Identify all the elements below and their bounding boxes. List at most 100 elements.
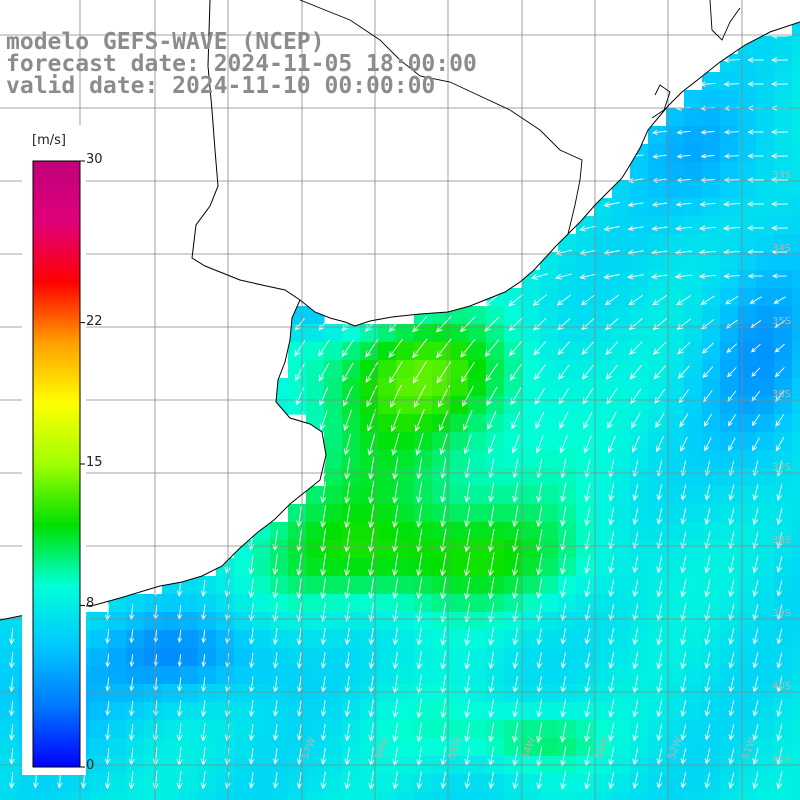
wind-speed-cell	[504, 792, 523, 800]
wind-arrow	[632, 555, 639, 574]
wind-arrow	[725, 295, 739, 305]
wind-speed-cell	[612, 522, 631, 541]
wind-speed-cell	[396, 666, 415, 685]
wind-speed-cell	[684, 630, 703, 649]
wind-speed-cell	[180, 738, 199, 757]
wind-speed-cell	[756, 378, 775, 397]
wind-speed-cell	[720, 234, 739, 253]
wind-arrow	[632, 531, 639, 550]
wind-arrow	[677, 341, 691, 355]
wind-arrow	[560, 554, 567, 575]
wind-arrow	[752, 652, 759, 669]
wind-speed-cell	[468, 432, 487, 451]
wind-arrow	[344, 504, 351, 529]
wind-speed-cell	[234, 612, 253, 631]
wind-speed-cell	[558, 306, 577, 325]
wind-speed-cell	[450, 450, 469, 469]
wind-speed-cell	[414, 396, 433, 415]
wind-arrow	[176, 723, 183, 742]
wind-arrow	[676, 318, 691, 330]
wind-speed-cell	[666, 522, 685, 541]
wind-speed-cell	[342, 378, 361, 397]
wind-speed-cell	[432, 558, 451, 577]
wind-arrow	[440, 602, 447, 623]
wind-speed-cell	[702, 342, 721, 361]
wind-arrow	[656, 555, 663, 574]
wind-arrow	[440, 698, 447, 719]
wind-speed-cell	[738, 666, 757, 685]
wind-arrow	[488, 577, 495, 600]
wind-speed-cell	[468, 612, 487, 631]
wind-arrow	[530, 273, 549, 280]
wind-speed-cell	[486, 360, 505, 379]
wind-speed-cell	[162, 684, 181, 703]
wind-speed-cell	[324, 504, 343, 523]
wind-arrow	[104, 748, 111, 765]
wind-arrow	[776, 604, 783, 621]
wind-speed-cell	[792, 720, 800, 739]
wind-speed-cell	[666, 144, 685, 163]
wind-speed-cell	[468, 684, 487, 703]
wind-speed-cell	[288, 576, 307, 595]
wind-arrow	[416, 528, 423, 553]
wind-speed-cell	[414, 612, 433, 631]
wind-speed-cell	[684, 324, 703, 343]
wind-speed-cell	[486, 396, 505, 415]
wind-speed-cell	[738, 486, 757, 505]
wind-speed-cell	[108, 684, 127, 703]
wind-arrow	[8, 748, 15, 765]
wind-arrow	[368, 651, 375, 670]
wind-speed-cell	[702, 468, 721, 487]
wind-speed-cell	[738, 558, 757, 577]
wind-speed-cell	[306, 666, 325, 685]
wind-speed-cell	[486, 504, 505, 523]
wind-speed-cell	[756, 306, 775, 325]
wind-speed-cell	[576, 594, 595, 613]
wind-speed-cell	[774, 504, 793, 523]
wind-speed-cell	[432, 396, 451, 415]
wind-arrow	[770, 81, 789, 87]
wind-arrow	[775, 437, 785, 452]
wind-speed-cell	[270, 792, 289, 800]
wind-arrow	[608, 771, 615, 790]
wind-arrow	[488, 651, 495, 670]
wind-speed-cell	[468, 648, 487, 667]
wind-speed-cell	[252, 612, 271, 631]
wind-speed-cell	[396, 396, 415, 415]
wind-speed-cell	[558, 414, 577, 433]
wind-arrow	[584, 579, 591, 598]
wind-speed-cell	[612, 504, 631, 523]
colorbar	[22, 125, 86, 775]
wind-speed-cell	[558, 450, 577, 469]
wind-arrow	[488, 627, 495, 646]
wind-speed-cell	[738, 504, 757, 523]
wind-speed-cell	[450, 684, 469, 703]
wind-speed-cell	[324, 396, 343, 415]
wind-speed-cell	[774, 288, 793, 307]
wind-speed-cell	[684, 270, 703, 289]
wind-speed-cell	[504, 684, 523, 703]
wind-arrow	[656, 651, 663, 670]
wind-speed-cell	[702, 738, 721, 757]
wind-speed-cell	[576, 468, 595, 487]
wind-speed-cell	[792, 540, 800, 559]
wind-speed-cell	[594, 666, 613, 685]
wind-speed-cell	[702, 594, 721, 613]
wind-speed-cell	[756, 612, 775, 631]
wind-speed-cell	[594, 468, 613, 487]
wind-speed-cell	[432, 414, 451, 433]
wind-speed-cell	[558, 540, 577, 559]
wind-speed-cell	[666, 648, 685, 667]
wind-arrow	[487, 410, 497, 431]
forecast-date: forecast date: 2024-11-05 18:00:00	[6, 51, 477, 77]
wind-speed-cell	[504, 432, 523, 451]
wind-speed-cell	[162, 666, 181, 685]
wind-speed-cell	[666, 594, 685, 613]
wind-speed-cell	[558, 666, 577, 685]
wind-speed-cell	[576, 720, 595, 739]
wind-speed-cell	[612, 486, 631, 505]
wind-speed-cell	[378, 720, 397, 739]
wind-speed-cell	[486, 306, 505, 325]
wind-speed-cell	[540, 576, 559, 595]
